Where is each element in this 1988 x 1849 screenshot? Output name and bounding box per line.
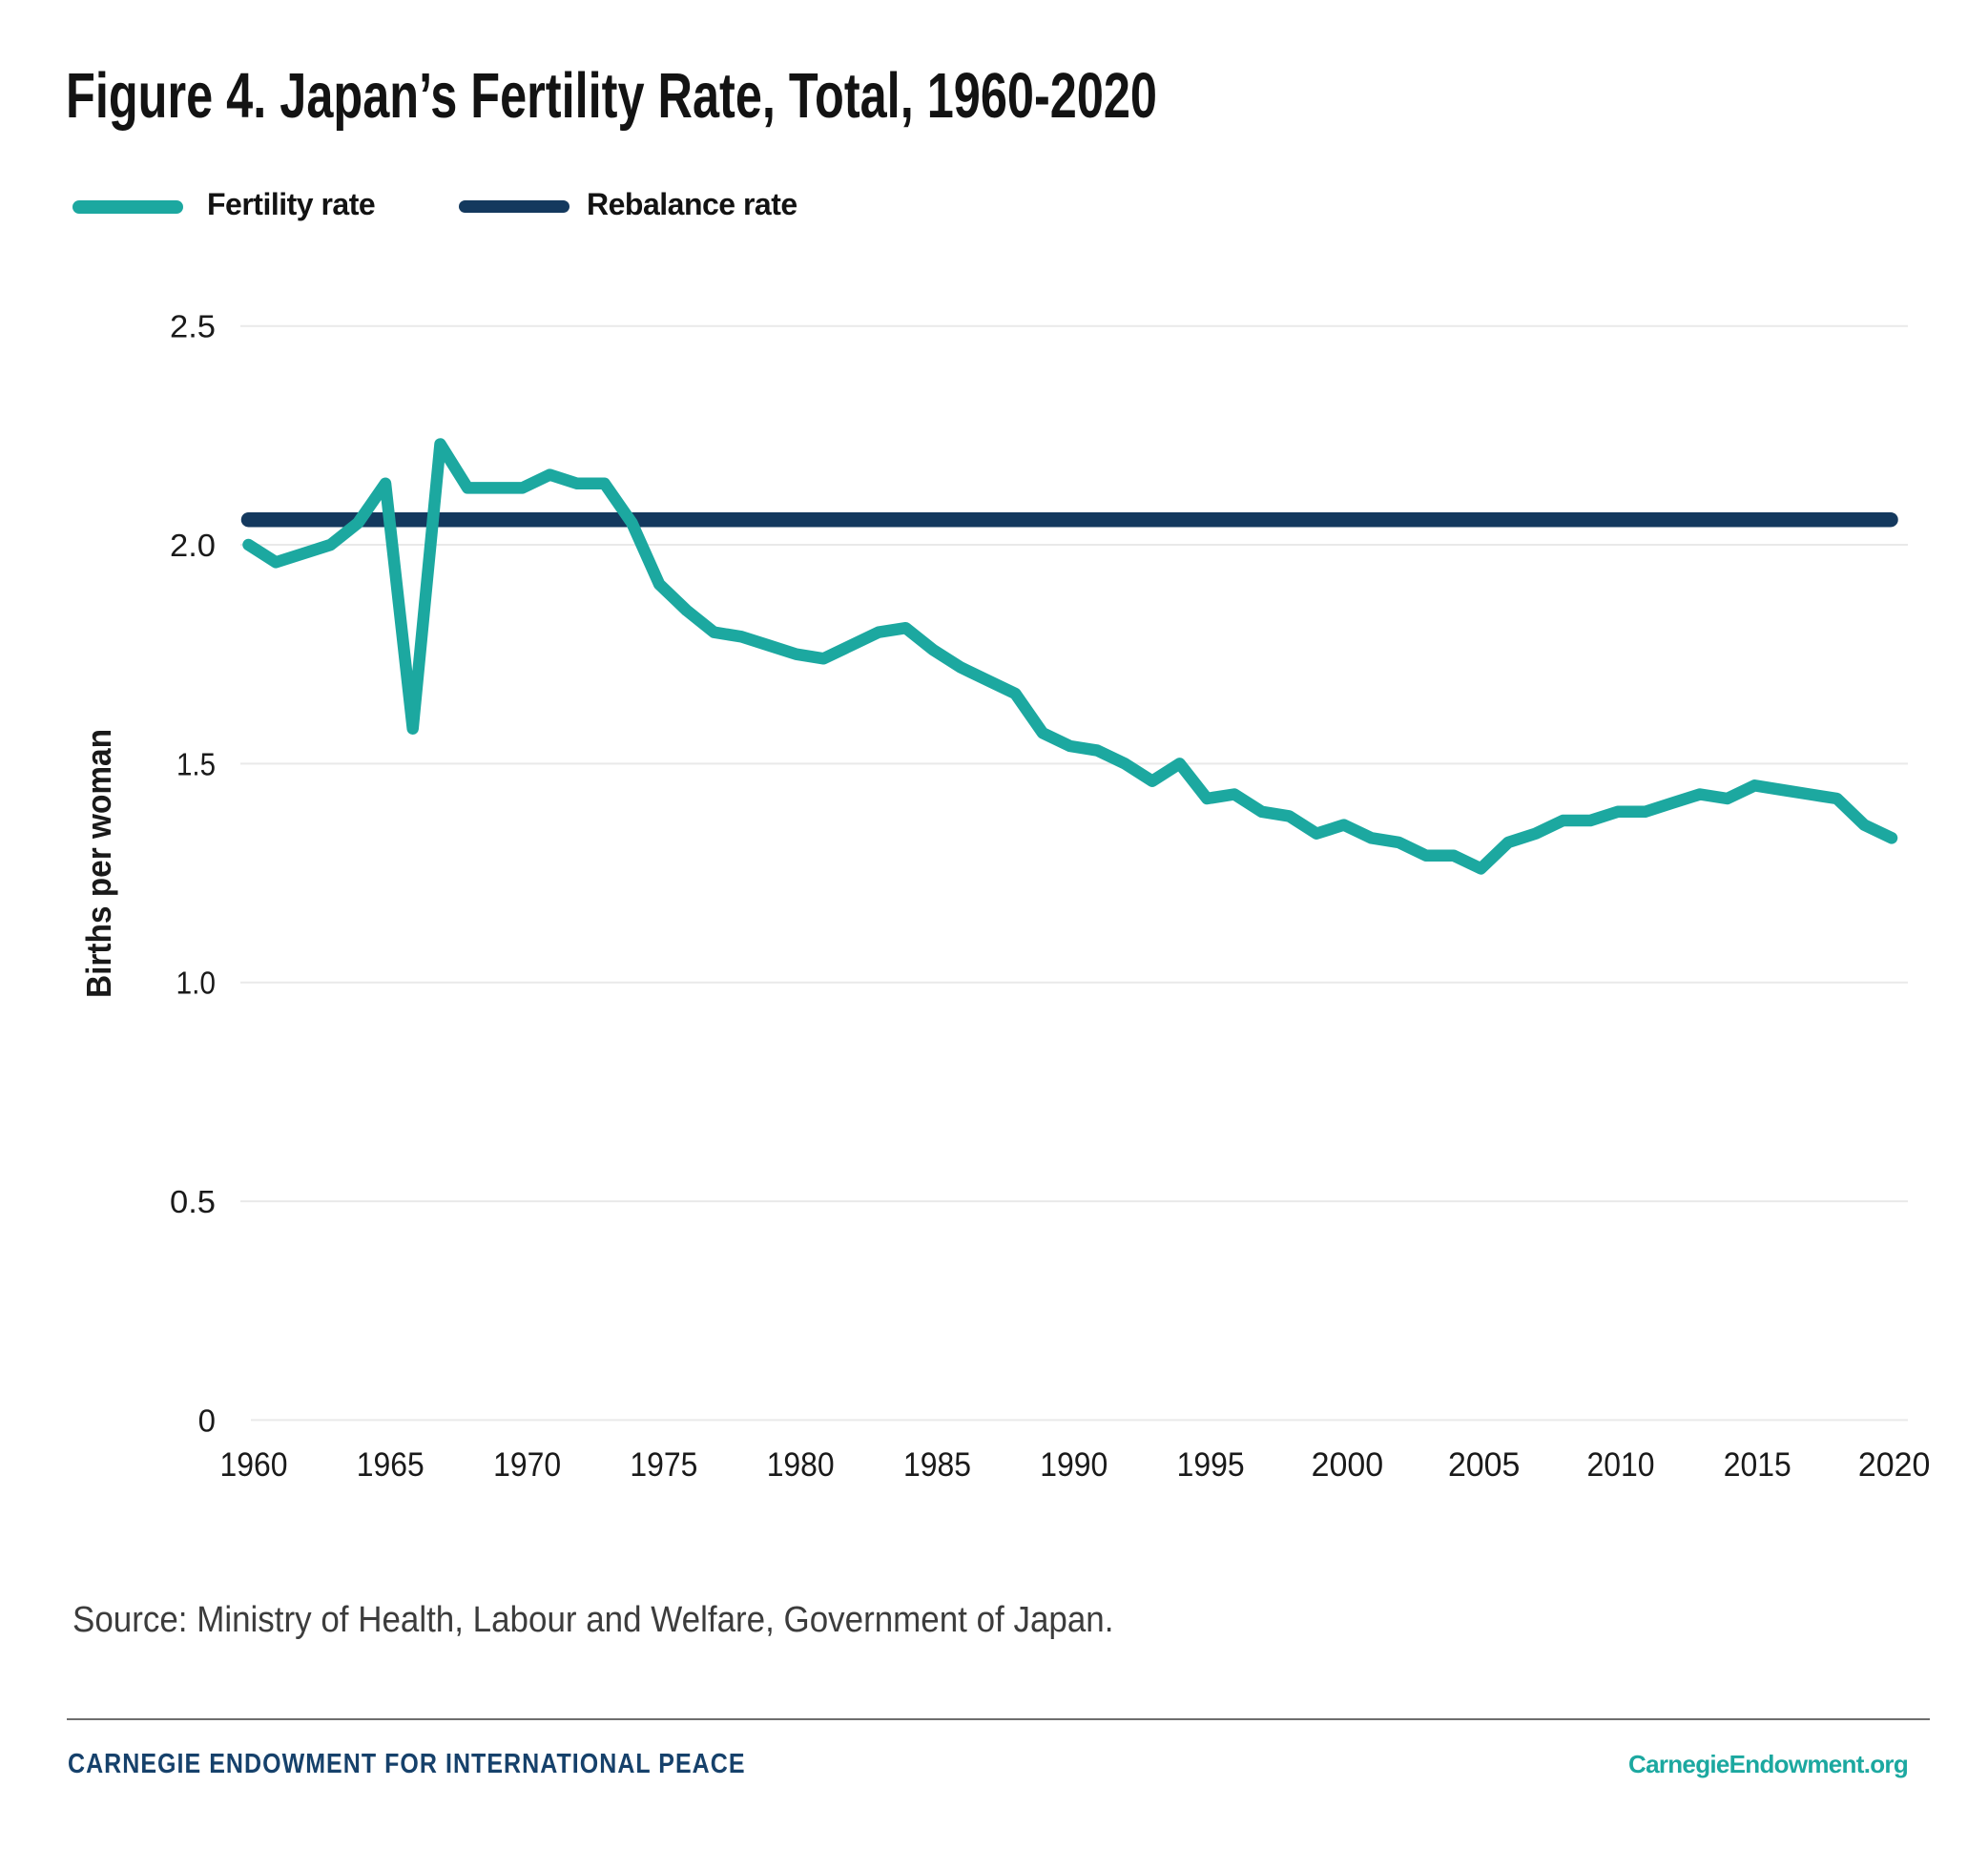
svg-text:2.5: 2.5 xyxy=(170,309,216,344)
svg-text:2.0: 2.0 xyxy=(170,528,216,563)
svg-text:Births per woman: Births per woman xyxy=(79,729,118,998)
svg-text:1990: 1990 xyxy=(1040,1446,1108,1484)
svg-text:2010: 2010 xyxy=(1587,1446,1655,1484)
svg-text:1985: 1985 xyxy=(903,1446,971,1484)
svg-text:2015: 2015 xyxy=(1724,1446,1791,1484)
svg-text:0.5: 0.5 xyxy=(170,1184,216,1219)
svg-text:1980: 1980 xyxy=(767,1446,835,1484)
svg-text:1.0: 1.0 xyxy=(176,966,217,1001)
svg-text:1.5: 1.5 xyxy=(176,746,216,781)
svg-text:1960: 1960 xyxy=(220,1446,288,1484)
svg-text:1965: 1965 xyxy=(357,1446,425,1484)
svg-text:0: 0 xyxy=(198,1402,216,1438)
svg-text:2000: 2000 xyxy=(1312,1446,1384,1484)
svg-text:1970: 1970 xyxy=(493,1446,561,1484)
svg-text:2020: 2020 xyxy=(1858,1446,1931,1484)
svg-text:1995: 1995 xyxy=(1177,1446,1245,1484)
svg-text:1975: 1975 xyxy=(630,1446,697,1484)
svg-text:2005: 2005 xyxy=(1448,1446,1521,1484)
